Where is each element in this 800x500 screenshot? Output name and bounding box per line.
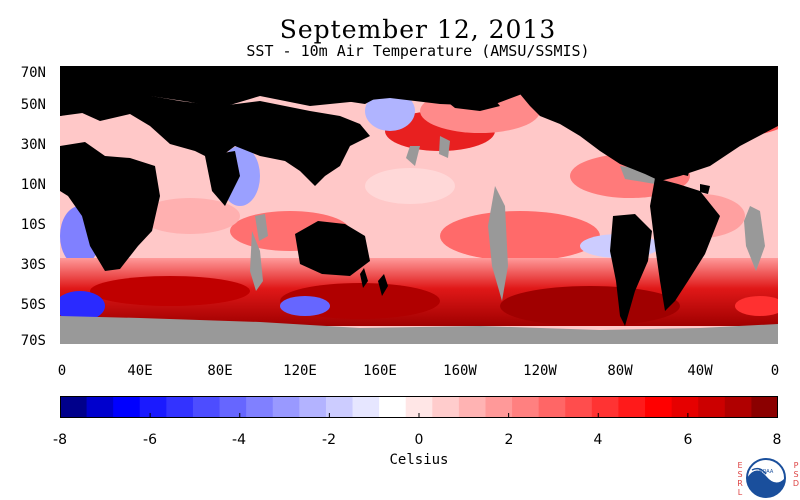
esrl-vertical-text: E S R L [737,461,743,497]
lon-label-40e: 40E [127,363,153,379]
land-masses [60,66,778,326]
colorbar-swatch [432,396,460,418]
lon-label-40w: 40W [687,363,713,379]
lat-label-70s: 70S [20,333,46,349]
lon-label-0-east: 0 [770,363,780,379]
colorbar-swatch [538,396,566,418]
colorbar-swatch [166,396,194,418]
lat-label-30n: 30N [20,137,46,153]
colorbar-unit-label: Celsius [389,452,449,468]
colorbar-swatch [325,396,354,418]
color-scale-bar [60,396,778,418]
colorbar-swatch [219,396,247,418]
colorbar-swatch [618,396,646,418]
colorbar-tick-0: 0 [414,432,424,448]
colorbar-tick-4: 4 [593,432,603,448]
map-title: September 12, 2013 [279,15,557,44]
colorbar-swatch [405,396,433,418]
colorbar-swatch [565,396,593,418]
colorbar-swatch [192,396,221,418]
colorbar-swatch [671,396,699,418]
psd-vertical-text: P S D [792,461,800,488]
colorbar-swatch [458,396,487,418]
colorbar-swatch [698,396,726,418]
noaa-logo-text: NOAA [759,469,774,475]
lon-label-120w: 120W [523,363,557,379]
colorbar-swatch [352,396,380,418]
colorbar-tick-minus6: -6 [143,432,157,448]
colorbar-swatch [485,396,513,418]
sst-air-temperature-map [60,66,778,344]
colorbar-tick-minus2: -2 [322,432,336,448]
colorbar-swatch [512,396,540,418]
lat-label-10n: 10N [20,177,46,193]
colorbar-tick-minus4: -4 [232,432,246,448]
colorbar-swatch [379,396,407,418]
lat-label-50s: 50S [20,297,46,313]
lat-label-70n: 70N [20,65,46,81]
colorbar-tick-8: 8 [772,432,782,448]
colorbar-swatch [139,396,167,418]
lon-label-80w: 80W [607,363,633,379]
colorbar-swatch [60,396,88,418]
lat-label-10s: 10S [20,217,46,233]
colorbar-swatch [751,396,778,418]
lon-label-80e: 80E [207,363,233,379]
lat-label-30s: 30S [20,257,46,273]
colorbar-swatch [724,396,752,418]
colorbar-swatch [272,396,300,418]
colorbar-tick-minus8: -8 [53,432,67,448]
map-subtitle: SST - 10m Air Temperature (AMSU/SSMIS) [246,42,590,60]
lon-label-160e: 160E [363,363,397,379]
colorbar-tick-6: 6 [683,432,693,448]
colorbar-swatch [645,396,673,418]
colorbar-swatch [86,396,114,418]
colorbar-tick-2: 2 [504,432,514,448]
noaa-logo: NOAA [746,458,786,498]
lon-label-160w: 160W [443,363,477,379]
lon-label-120e: 120E [283,363,317,379]
lon-label-0: 0 [57,363,67,379]
colorbar-swatch [591,396,620,418]
colorbar-swatch [113,396,141,418]
lat-label-50n: 50N [20,97,46,113]
colorbar-swatch [246,396,274,418]
colorbar-swatch [299,396,327,418]
